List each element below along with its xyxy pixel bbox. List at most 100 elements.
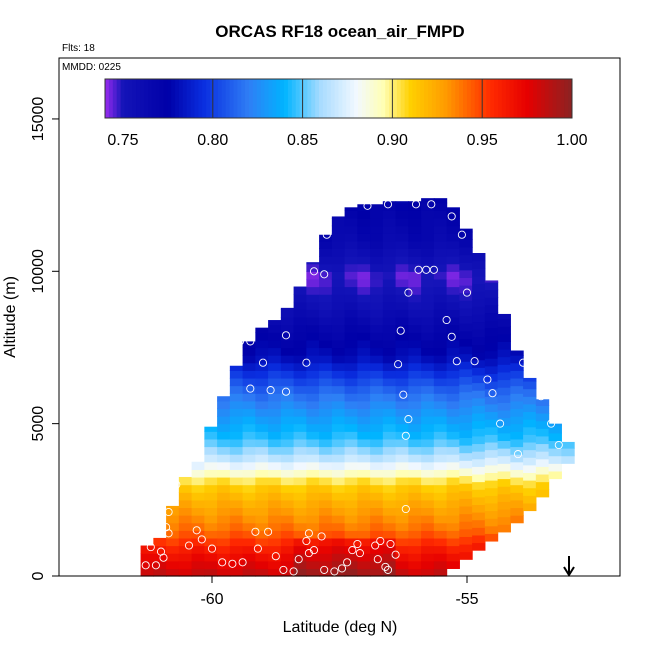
heatmap-cell	[472, 260, 486, 269]
sample-point	[200, 407, 209, 416]
colorbar-strip	[459, 79, 464, 118]
heatmap-cell	[408, 362, 422, 371]
heatmap-cell	[446, 438, 460, 448]
heatmap-cell	[229, 522, 244, 531]
heatmap-cell	[395, 416, 409, 425]
sample-point	[483, 375, 492, 384]
heatmap-cell	[382, 271, 397, 280]
heatmap-cell	[472, 367, 486, 376]
colorbar-strip	[400, 79, 406, 118]
heatmap-cell	[484, 320, 499, 329]
heatmap-cell	[191, 492, 205, 501]
heatmap-cell	[229, 545, 244, 554]
colorbar-strip	[564, 79, 569, 118]
heatmap-cell	[395, 385, 409, 394]
heatmap-cell	[370, 484, 384, 493]
sample-point	[238, 558, 247, 567]
heatmap-cell	[357, 332, 371, 341]
heatmap-cell	[255, 327, 269, 333]
heatmap-cell	[331, 256, 346, 265]
colorbar-strip	[210, 79, 215, 118]
heatmap-cell	[497, 371, 511, 381]
heatmap-cell	[497, 501, 511, 510]
heatmap-cell	[382, 324, 397, 333]
heatmap-cell	[280, 438, 295, 448]
colorbar-strip	[128, 79, 133, 118]
heatmap-cell	[497, 356, 511, 365]
heatmap-cell	[408, 385, 422, 394]
colorbar-strip	[369, 79, 375, 118]
heatmap-cell	[395, 256, 409, 265]
colorbar-strip	[365, 79, 371, 118]
heatmap-cell	[344, 461, 358, 470]
heatmap-cell	[242, 522, 256, 531]
heatmap-cell	[382, 202, 397, 211]
sample-point	[401, 431, 410, 440]
heatmap-cell	[535, 435, 550, 445]
heatmap-cell	[459, 414, 473, 423]
heatmap-cell	[344, 423, 358, 432]
colorbar-strip	[256, 79, 262, 118]
heatmap-cell	[484, 518, 499, 527]
heatmap-cell	[242, 476, 256, 486]
heatmap-cell	[421, 248, 435, 257]
heatmap-cell	[472, 306, 486, 315]
sample-point	[427, 200, 436, 209]
heatmap-cell	[331, 271, 346, 280]
heatmap-cell	[446, 355, 460, 364]
heatmap-cell	[484, 289, 499, 298]
heatmap-cell	[306, 515, 320, 524]
heatmap-cell	[382, 537, 397, 547]
heatmap-cell	[191, 469, 205, 478]
heatmap-cell	[421, 545, 435, 554]
heatmap-cell	[408, 553, 422, 562]
heatmap-cell	[484, 495, 499, 504]
heatmap-cell	[561, 455, 575, 464]
heatmap-cell	[255, 507, 269, 516]
sample-point	[383, 200, 393, 209]
heatmap-cell	[523, 502, 537, 512]
heatmap-cell	[484, 525, 499, 534]
colorbar-strip	[217, 79, 223, 118]
heatmap-cell	[344, 207, 358, 211]
heatmap-cell	[255, 377, 269, 387]
sample-point	[429, 265, 438, 274]
heatmap-cell	[484, 441, 499, 451]
heatmap-cell	[293, 301, 307, 310]
sample-point	[447, 332, 456, 341]
sample-point	[422, 265, 431, 274]
heatmap-cell	[242, 393, 256, 402]
heatmap-cell	[472, 504, 486, 513]
heatmap-cell	[319, 339, 333, 349]
heatmap-cell	[446, 522, 460, 531]
plot-frame	[58, 57, 621, 577]
heatmap-cell	[433, 408, 448, 417]
heatmap-cell	[229, 568, 244, 577]
heatmap-cell	[217, 400, 231, 410]
heatmap-cell	[459, 437, 473, 446]
heatmap-cell	[370, 400, 384, 410]
heatmap-cell	[535, 443, 550, 452]
heatmap-cell	[459, 536, 473, 545]
heatmap-cell	[408, 210, 422, 219]
heatmap-cell	[331, 233, 346, 242]
heatmap-cell	[370, 515, 384, 524]
colorbar-strip	[108, 79, 114, 118]
heatmap-cell	[357, 309, 371, 318]
heatmap-cell	[331, 240, 346, 250]
heatmap-cell	[229, 560, 244, 569]
heatmap-cell	[446, 454, 460, 463]
heatmap-cell	[484, 380, 499, 390]
heatmap-cell	[472, 336, 486, 346]
colorbar-strip	[463, 79, 468, 118]
heatmap-cell	[472, 268, 486, 277]
heatmap-cell	[344, 294, 358, 303]
heatmap-cell	[357, 294, 371, 303]
heatmap-cell	[497, 379, 511, 388]
heatmap-cell	[293, 400, 307, 410]
heatmap-cell	[242, 446, 256, 455]
heatmap-cell	[459, 239, 473, 248]
heatmap-cell	[166, 507, 180, 516]
heatmap-cell	[357, 339, 371, 349]
colorbar-strip	[245, 79, 250, 118]
